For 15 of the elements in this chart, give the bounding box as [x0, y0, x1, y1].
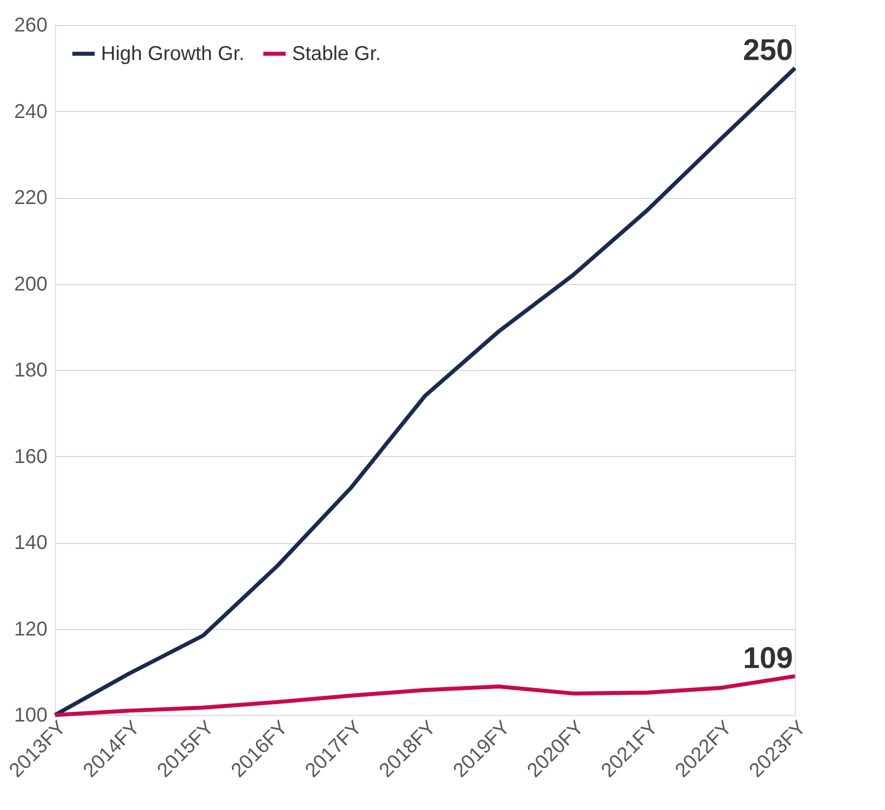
y-tick-label: 220	[14, 187, 48, 209]
legend-label: High Growth Gr.	[101, 42, 244, 65]
legend-label: Stable Gr.	[292, 42, 381, 65]
line-series	[53, 66, 797, 717]
y-tick-label: 140	[14, 532, 48, 554]
annotation: 250	[742, 34, 793, 68]
annotation: 109	[742, 642, 793, 676]
y-tick-label: 120	[14, 618, 48, 640]
y-tick-label: 180	[14, 360, 48, 382]
y-tick-label: 160	[14, 446, 48, 468]
y-tick-label: 200	[14, 273, 48, 296]
line-series	[53, 674, 797, 717]
y-tick-label: 260	[14, 14, 48, 36]
y-tick-label: 240	[14, 100, 48, 123]
y-tick-label: 100	[14, 704, 48, 726]
